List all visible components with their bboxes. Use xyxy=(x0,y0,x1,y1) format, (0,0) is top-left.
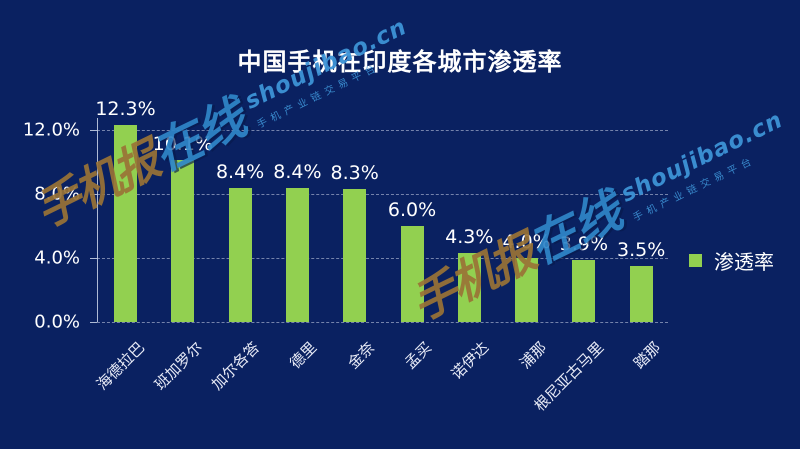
bar-海德拉巴 xyxy=(114,125,137,322)
y-axis-label: 12.0% xyxy=(22,119,80,141)
bar-value-label: 4.3% xyxy=(445,226,494,248)
gridline-12.0% xyxy=(97,130,668,131)
bar-value-label: 8.4% xyxy=(215,161,265,183)
legend: 渗透率 xyxy=(689,246,774,275)
bar-诺伊达 xyxy=(457,253,481,322)
y-axis-label: 8.0% xyxy=(34,183,80,205)
x-category-label: 班加罗尔 xyxy=(150,338,206,394)
y-axis-label: 4.0% xyxy=(34,247,80,269)
x-category-label: 金奈 xyxy=(343,338,378,373)
bar-班加罗尔 xyxy=(171,160,195,322)
bar-value-label: 4.0% xyxy=(502,231,551,253)
gridline-0.0% xyxy=(97,322,668,323)
y-axis-tick xyxy=(90,194,97,195)
x-category-label: 诺伊达 xyxy=(447,338,493,383)
x-category-label: 孟买 xyxy=(401,338,436,373)
bar-value-label: 8.3% xyxy=(330,162,379,184)
legend-label: 渗透率 xyxy=(714,250,774,274)
legend-swatch-icon xyxy=(689,254,702,267)
bar-value-label: 3.9% xyxy=(559,233,609,255)
bar-浦那 xyxy=(515,258,539,322)
x-category-label: 德里 xyxy=(286,338,321,373)
x-category-label: 海德拉巴 xyxy=(93,338,149,394)
y-axis-label: 0.0% xyxy=(34,311,80,333)
gridline-8.0% xyxy=(97,194,668,195)
bar-金奈 xyxy=(343,189,367,322)
bar-value-label: 8.4% xyxy=(273,161,322,183)
bar-德里 xyxy=(285,188,309,322)
bar-value-label: 10.1% xyxy=(152,133,213,155)
gridline-4.0% xyxy=(97,258,668,259)
bar-踏那 xyxy=(629,266,653,322)
x-category-label: 浦那 xyxy=(515,338,550,373)
bar-加尔各答 xyxy=(228,188,252,322)
bar-根尼亚古马里 xyxy=(572,260,596,322)
bar-value-label: 12.3% xyxy=(95,98,156,120)
y-axis-line xyxy=(97,118,98,322)
chart-title: 中国手机在印度各城市渗透率 xyxy=(237,48,563,76)
y-axis-tick xyxy=(90,258,97,259)
x-category-label: 加尔各答 xyxy=(208,338,264,394)
bar-孟买 xyxy=(400,226,424,322)
bar-value-label: 6.0% xyxy=(387,199,437,221)
y-axis-tick xyxy=(90,322,97,323)
bar-value-label: 3.5% xyxy=(617,239,666,261)
x-category-label: 踏那 xyxy=(630,338,665,373)
y-axis-tick xyxy=(90,130,97,131)
